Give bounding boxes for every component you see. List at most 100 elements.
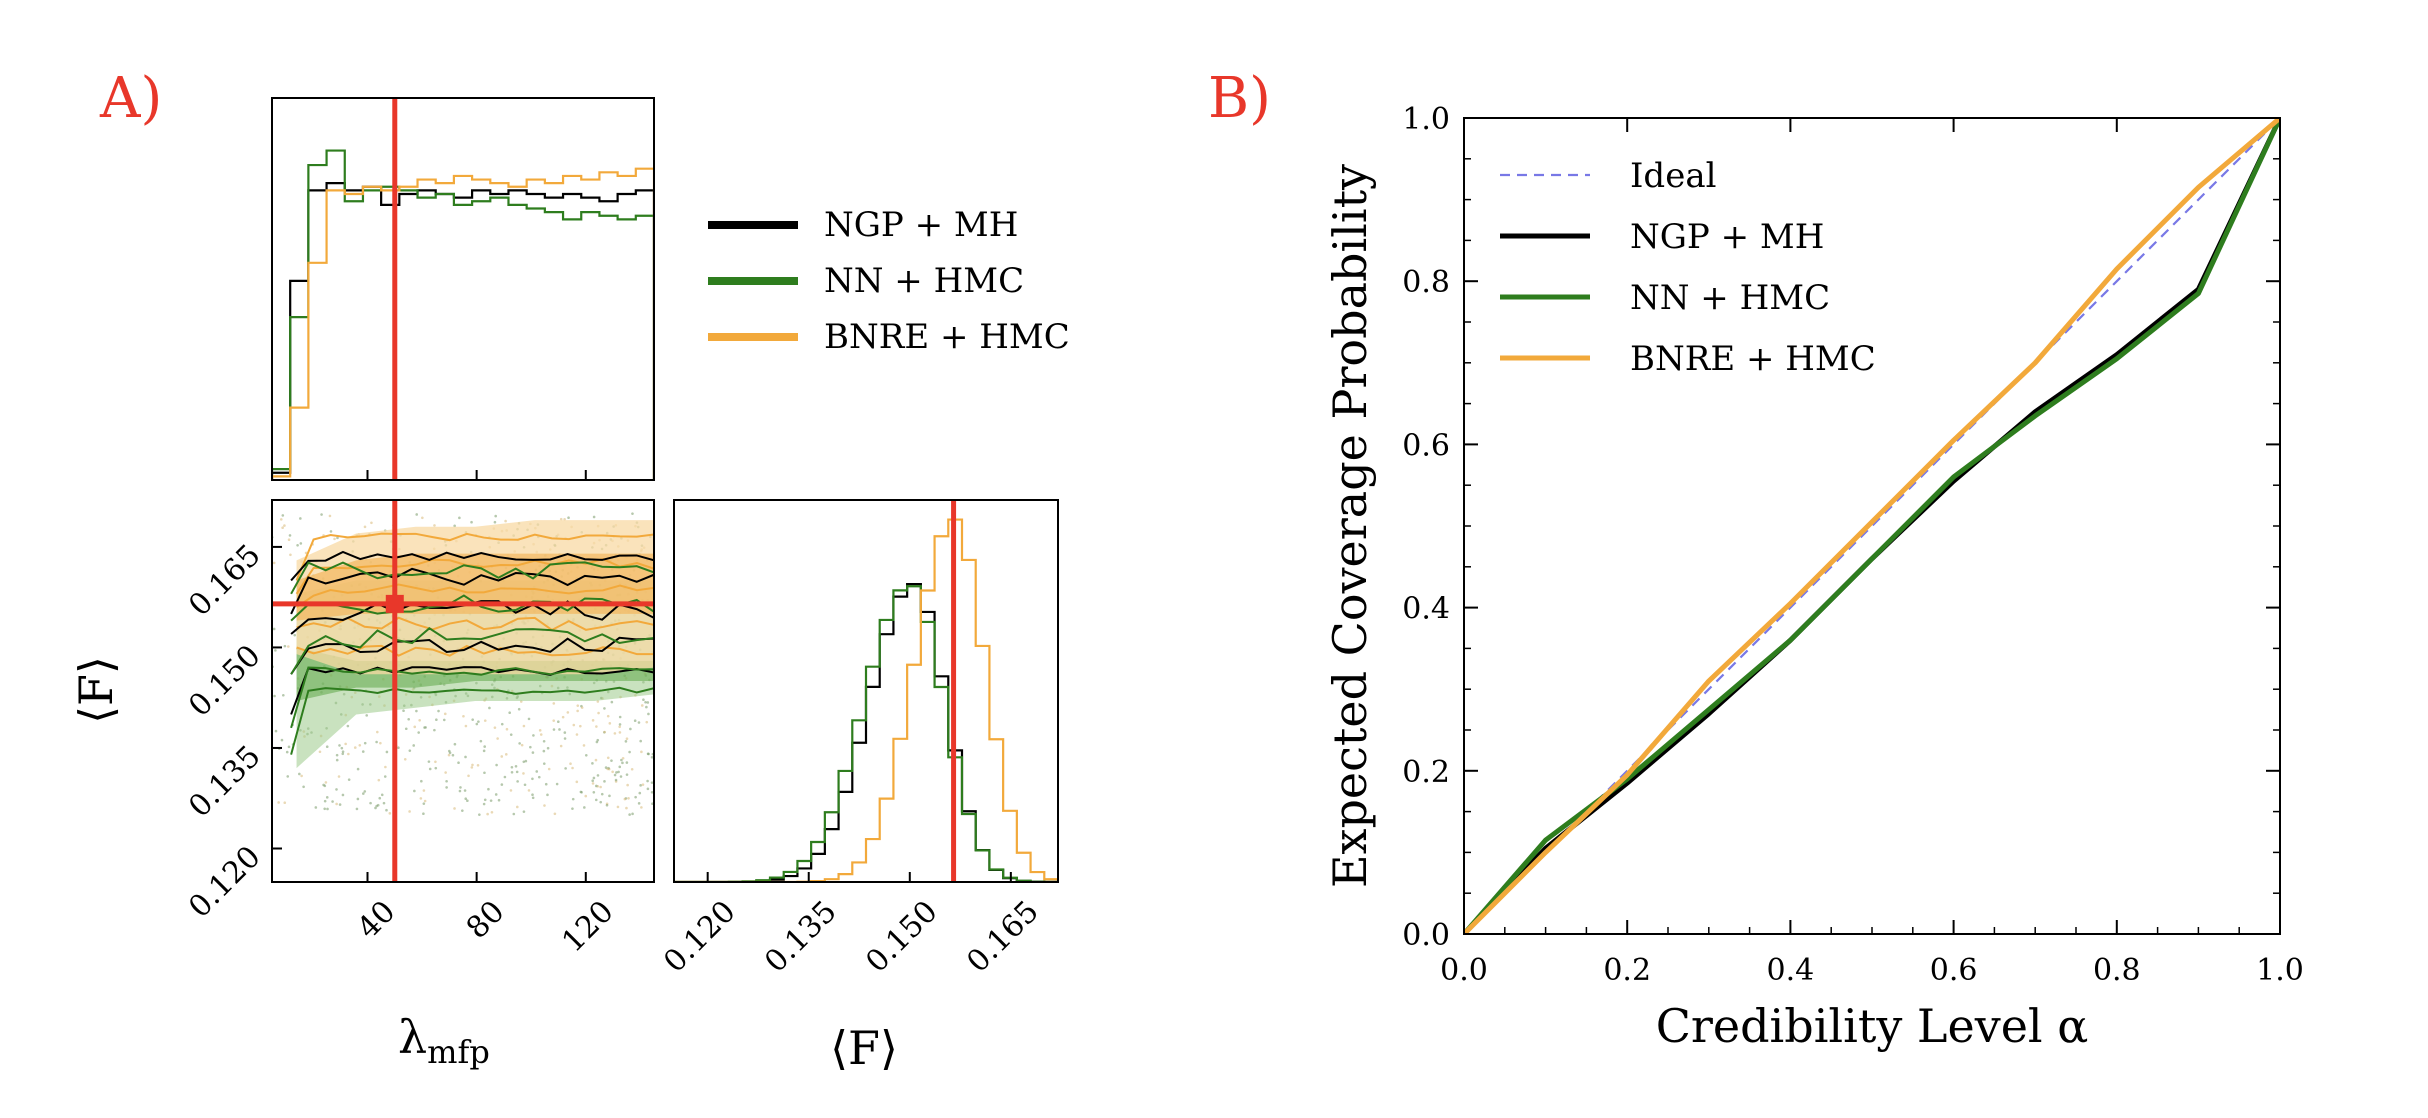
scatter-point (522, 772, 525, 775)
scatter-point (362, 792, 365, 795)
scatter-point (413, 789, 416, 793)
scatter-point (361, 750, 365, 753)
scatter-point (531, 793, 534, 796)
scatter-point (340, 746, 344, 750)
scatter-point (281, 526, 284, 530)
scatter-point (482, 749, 486, 753)
scatter-point (493, 520, 497, 524)
scatter-point (493, 726, 497, 729)
scatter-point (633, 719, 637, 722)
scatter-point (344, 742, 347, 746)
coverage-legend-label: NGP + MH (1630, 217, 1824, 257)
scatter-point (608, 722, 612, 725)
scatter-point (375, 740, 378, 744)
scatter-point (621, 761, 624, 765)
scatter-point (571, 797, 575, 801)
scatter-point (571, 807, 574, 810)
coverage-series (1464, 118, 2280, 934)
scatter-point (613, 732, 617, 735)
scatter-point (561, 715, 565, 719)
scatter-point (618, 731, 622, 734)
scatter-point (640, 806, 643, 809)
scatter-point (569, 762, 572, 765)
scatter-point (408, 810, 411, 813)
lambda-axis-label: λmfp (398, 1010, 490, 1071)
scatter-point (272, 561, 276, 565)
scatter-point (543, 804, 546, 807)
scatter-point (555, 782, 559, 786)
scatter-point (363, 790, 367, 793)
scatter-point (289, 553, 292, 557)
coverage-y-tick-label: 0.8 (1402, 265, 1450, 300)
scatter-point (478, 813, 481, 816)
scatter-point (508, 711, 511, 715)
scatter-point (621, 756, 625, 760)
scatter-point (376, 803, 380, 807)
scatter-point (580, 706, 584, 709)
lambda-histogram-ngp (272, 182, 654, 480)
scatter-point (453, 524, 456, 528)
scatter-point (615, 771, 618, 774)
scatter-point (591, 719, 595, 722)
F-tick-label-left: 0.135 (182, 739, 267, 824)
scatter-point (434, 760, 437, 764)
scatter-point (487, 787, 490, 791)
scatter-point (300, 774, 303, 778)
scatter-point (363, 525, 367, 529)
F-tick-label-left: 0.165 (182, 538, 267, 623)
scatter-point (625, 737, 629, 741)
scatter-point (470, 766, 474, 769)
scatter-point (428, 767, 432, 771)
scatter-point (503, 775, 507, 779)
scatter-point (591, 782, 595, 785)
scatter-point (546, 793, 549, 797)
coverage-y-tick-label: 0.2 (1402, 755, 1450, 790)
scatter-point (489, 799, 493, 802)
scatter-point (329, 530, 333, 533)
scatter-point (466, 799, 469, 803)
scatter-point (369, 801, 372, 805)
scatter-point (458, 516, 461, 520)
scatter-point (437, 709, 440, 713)
F-tick-label-left: 0.120 (182, 839, 267, 924)
scatter-point (408, 749, 412, 752)
scatter-point (470, 520, 473, 524)
scatter-point (483, 745, 486, 748)
scatter-point (404, 727, 408, 731)
scatter-point (422, 812, 425, 816)
scatter-point (504, 519, 507, 523)
scatter-point (594, 798, 598, 802)
scatter-point (464, 755, 467, 759)
scatter-point (347, 778, 351, 781)
scatter-point (320, 513, 323, 516)
scatter-point (522, 810, 526, 813)
scatter-point (591, 762, 594, 765)
scatter-point (415, 709, 418, 713)
scatter-point (461, 809, 464, 812)
scatter-point (380, 793, 384, 797)
scatter-point (363, 741, 367, 745)
coverage-legend-label: BNRE + HMC (1630, 339, 1876, 379)
scatter-point (495, 763, 498, 767)
scatter-point (542, 749, 546, 753)
scatter-point (335, 802, 338, 806)
scatter-point (515, 770, 519, 774)
scatter-point (358, 744, 362, 747)
scatter-point (347, 752, 350, 756)
scatter-point (645, 720, 649, 724)
F-marginal-histograms (674, 500, 1058, 882)
scatter-point (532, 734, 535, 737)
scatter-point (505, 727, 509, 731)
scatter-point (378, 796, 382, 800)
scatter-point (464, 724, 468, 728)
scatter-point (451, 753, 455, 757)
contour-ngp-4 (290, 636, 654, 675)
scatter-point (620, 758, 623, 762)
scatter-point (595, 725, 598, 728)
scatter-point (415, 513, 419, 516)
scatter-point (606, 714, 610, 718)
scatter-point (596, 700, 600, 703)
scatter-point (331, 800, 334, 803)
scatter-point (490, 810, 494, 814)
